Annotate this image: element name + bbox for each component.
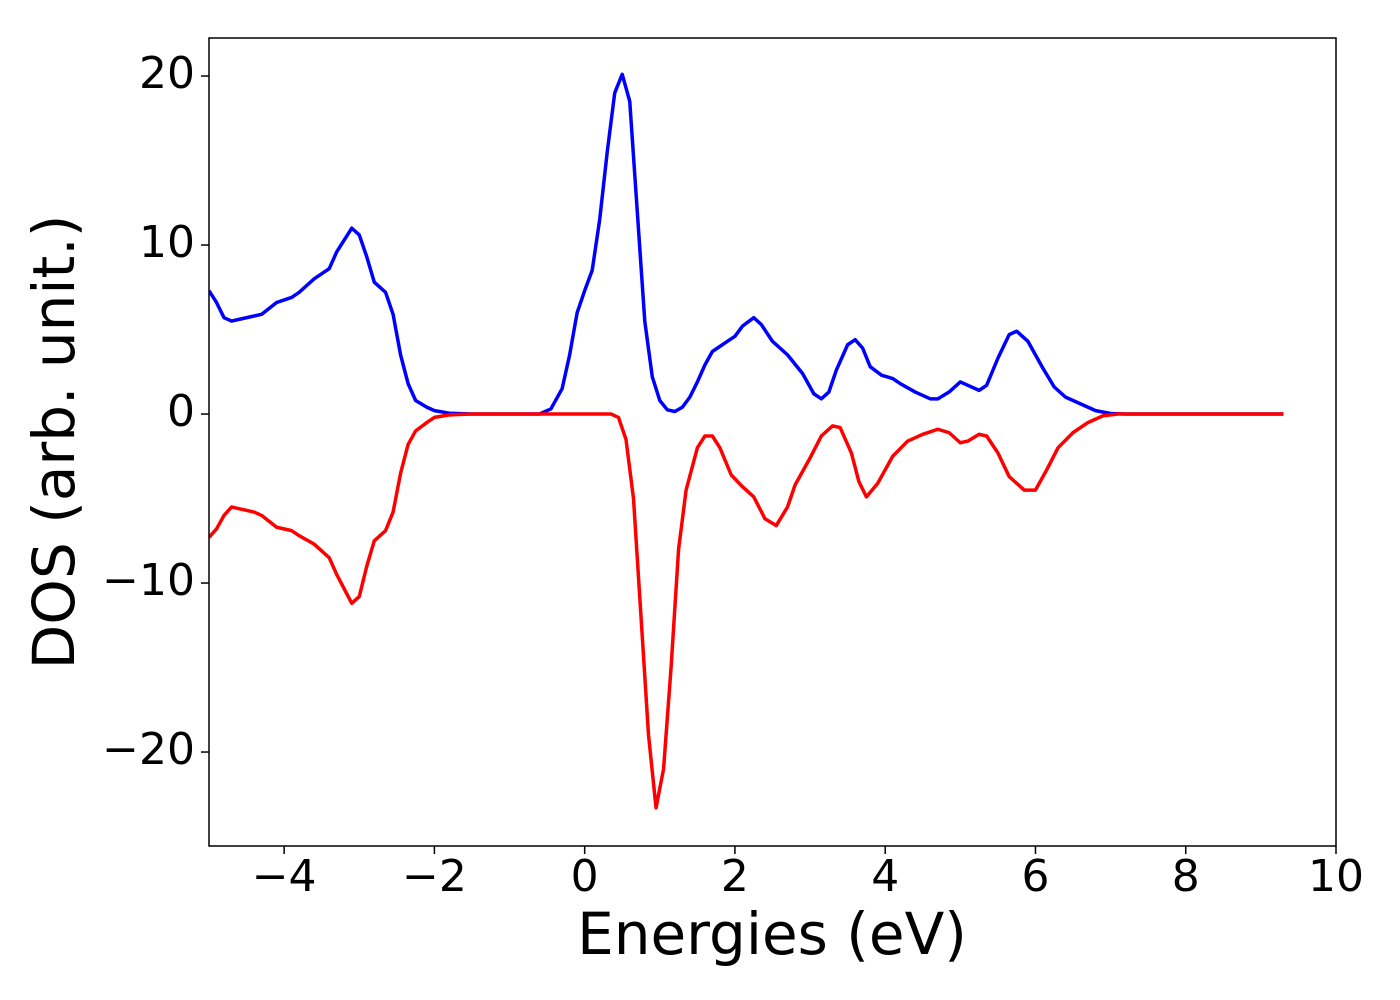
x-tick-label: 4 [871,851,899,902]
y-tick-label: −20 [102,724,195,775]
x-tick-label: 2 [721,851,749,902]
y-axis-label: DOS (arb. unit.) [20,215,88,670]
x-tick-label: −2 [402,851,467,902]
x-axis-label: Energies (eV) [577,900,967,968]
x-tick-label: 0 [571,851,599,902]
y-tick-label: 20 [139,48,195,99]
x-tick-label: −4 [252,851,317,902]
y-tick-label: 0 [167,386,195,437]
dos-line [209,72,1284,416]
x-tick-label: 10 [1308,851,1364,902]
y-tick-label: −10 [102,555,195,606]
plot-frame [208,37,1337,847]
x-tick-label: 6 [1021,851,1049,902]
dos-line [209,412,1284,810]
y-tick-label: 10 [139,217,195,268]
x-tick-label: 8 [1172,851,1200,902]
